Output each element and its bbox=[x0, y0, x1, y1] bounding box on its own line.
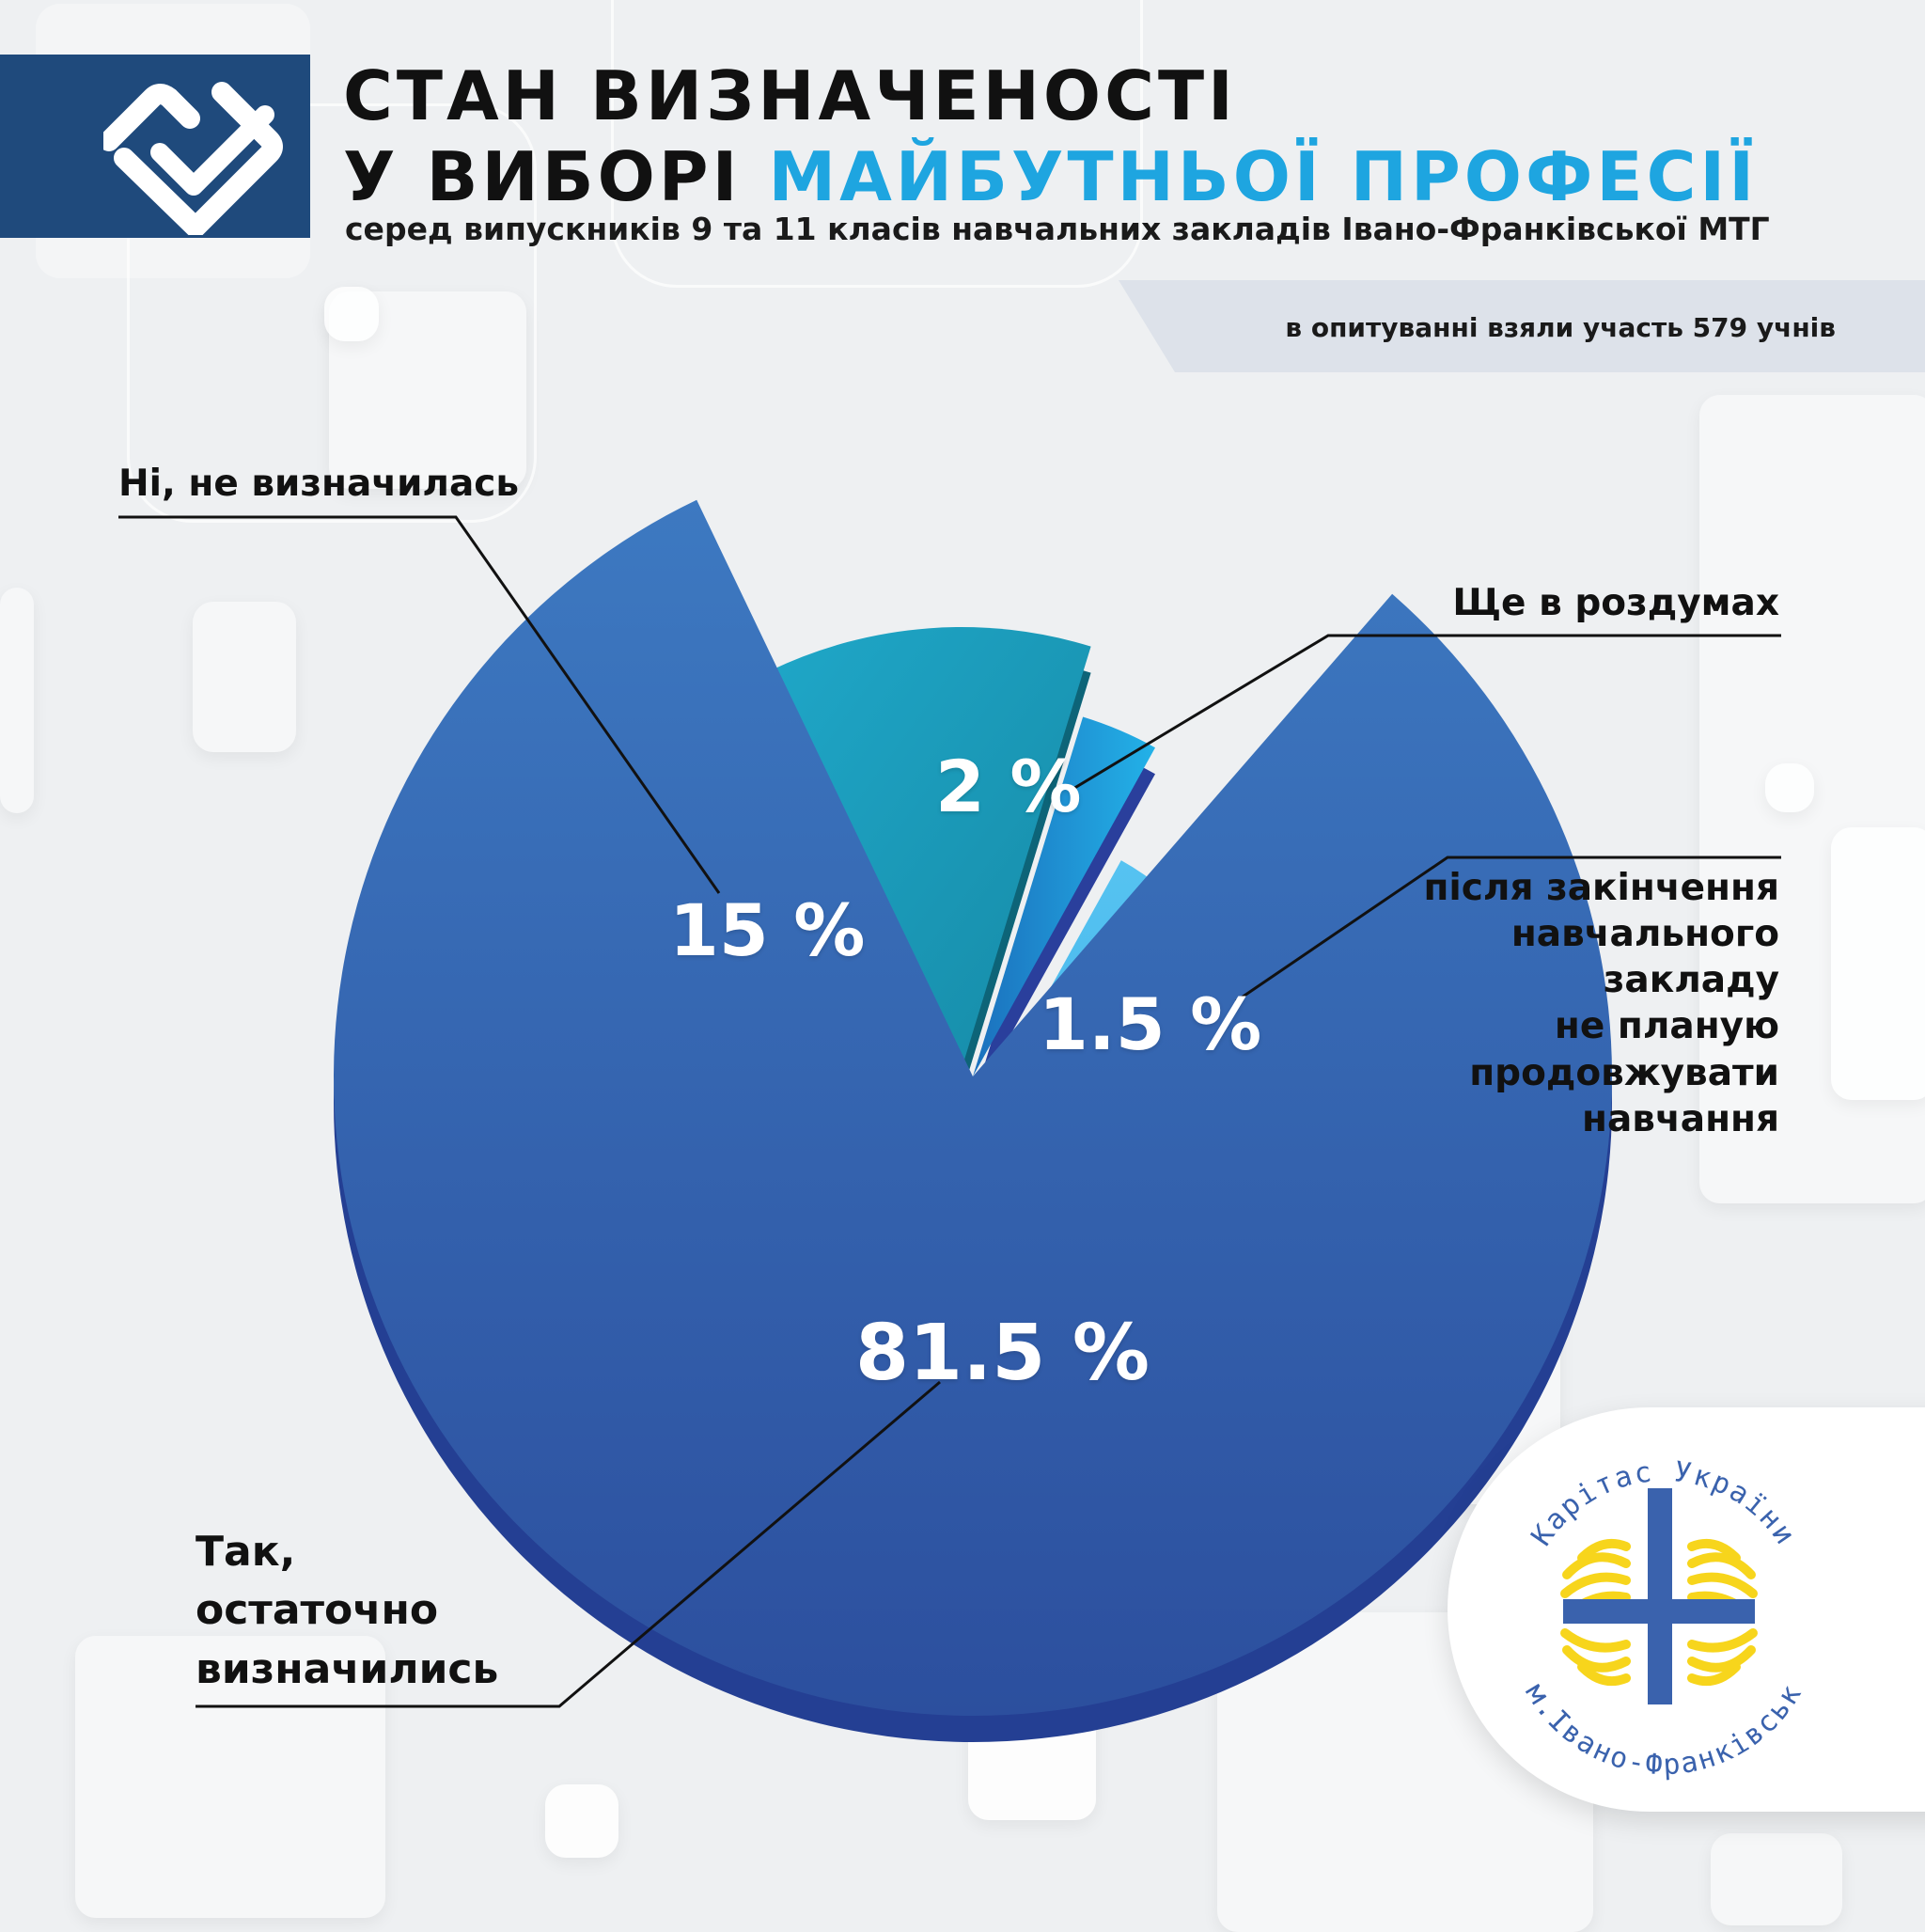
callout-yes-line: остаточно bbox=[196, 1586, 439, 1635]
pie-slice-yes bbox=[333, 499, 1612, 1716]
callout-label-yes: Так, остаточно визначились bbox=[196, 1523, 534, 1699]
value-label-no: 15 % bbox=[669, 888, 866, 972]
callout-stop-line: навчання bbox=[1582, 1097, 1779, 1140]
callout-label-stop: після закінчення навчального закладу не … bbox=[1385, 865, 1779, 1142]
check-logo-icon bbox=[103, 82, 283, 235]
callout-label-no: Ні, не визначилась bbox=[118, 463, 520, 505]
callout-stop-line: після закінчення bbox=[1423, 867, 1779, 909]
pie-slice-thinking bbox=[973, 716, 1155, 1076]
page-title-line-2: У ВИБОРІ МАЙБУТНЬОЇ ПРОФЕСІЇ bbox=[343, 137, 1758, 216]
value-label-stop: 1.5 % bbox=[1039, 982, 1262, 1066]
callout-yes-line: Так, bbox=[196, 1528, 296, 1576]
callout-label-thinking: Ще в роздумах bbox=[1452, 582, 1779, 624]
survey-note: в опитуванні взяли участь 579 учнів bbox=[1285, 312, 1836, 343]
bg-square bbox=[75, 1636, 385, 1918]
callout-stop-line: продовжувати bbox=[1469, 1051, 1779, 1094]
callout-line-thinking bbox=[1071, 634, 1781, 792]
bg-square bbox=[193, 602, 296, 752]
callout-lines bbox=[118, 515, 1781, 1708]
value-label-thinking: 2 % bbox=[935, 745, 1082, 828]
callout-stop-line: закладу bbox=[1603, 959, 1779, 1002]
bg-outline bbox=[611, 0, 1143, 288]
bg-outline bbox=[127, 103, 537, 523]
value-label-yes: 81.5 % bbox=[855, 1309, 1150, 1398]
bg-square bbox=[1711, 1833, 1842, 1925]
callout-stop-line: не планую bbox=[1554, 1005, 1779, 1048]
pie-slice-no bbox=[770, 627, 1091, 1069]
callout-stop-line: навчального bbox=[1510, 913, 1779, 956]
title-highlight: МАЙБУТНЬОЇ ПРОФЕСІЇ bbox=[768, 137, 1759, 216]
callout-line-yes bbox=[196, 1380, 941, 1708]
callout-line-stop bbox=[1235, 856, 1781, 1003]
caritas-cross-icon: Карітас України м.Івано-Франківськ bbox=[1518, 1455, 1807, 1782]
caritas-cross-vertical bbox=[1648, 1488, 1672, 1704]
bg-square bbox=[545, 1784, 618, 1858]
pie-slice-thinking-side bbox=[973, 743, 1155, 1103]
callout-line-no bbox=[118, 515, 721, 894]
page-subtitle: серед випускників 9 та 11 класів навчаль… bbox=[345, 211, 1770, 247]
survey-band bbox=[1119, 280, 1925, 372]
bg-square bbox=[324, 287, 379, 341]
callout-yes-line: визначились bbox=[196, 1644, 499, 1693]
caritas-rays bbox=[1560, 1539, 1758, 1686]
bg-square bbox=[1831, 827, 1925, 1100]
title-line-2-start: У ВИБОРІ bbox=[343, 137, 769, 216]
bg-square bbox=[1765, 763, 1814, 812]
bg-square bbox=[0, 588, 34, 813]
page-title-line-1: СТАН ВИЗНАЧЕНОСТІ bbox=[343, 56, 1237, 135]
caritas-cross-horizontal bbox=[1563, 1599, 1755, 1624]
